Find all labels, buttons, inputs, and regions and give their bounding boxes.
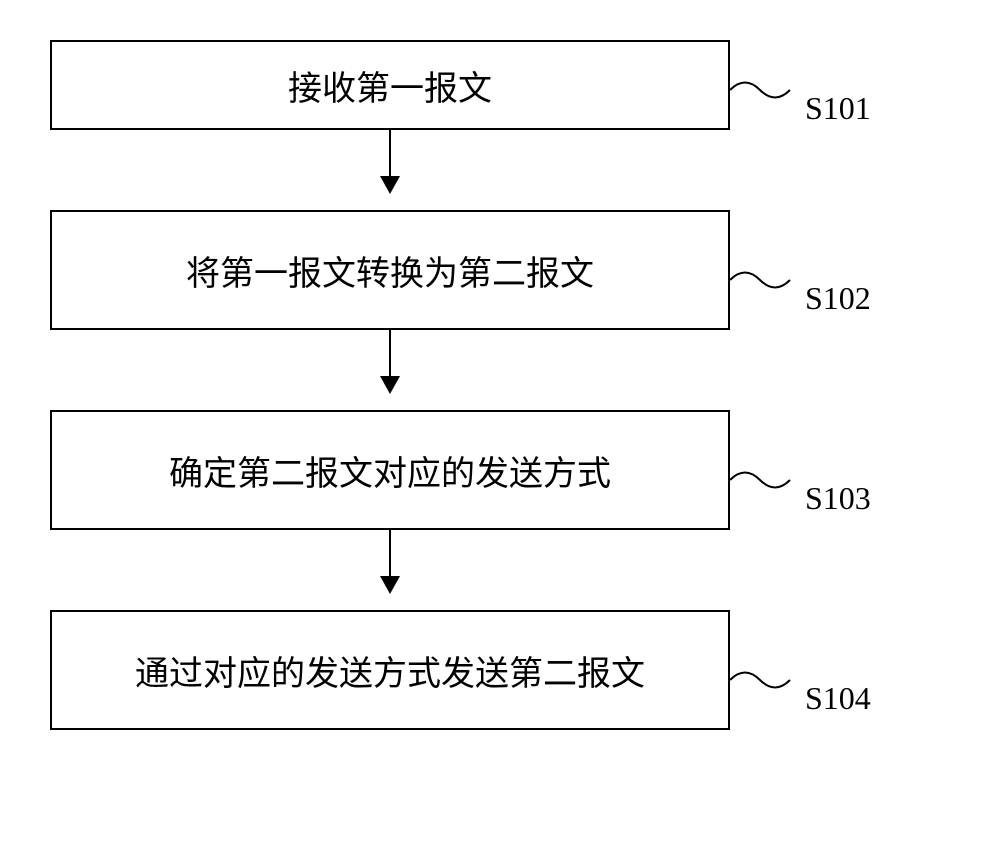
step-3-curve [730, 460, 810, 500]
step-3-text: 确定第二报文对应的发送方式 [169, 446, 611, 495]
step-2-text: 将第一报文转换为第二报文 [186, 246, 594, 295]
arrow-2 [50, 330, 730, 410]
step-1-box: 接收第一报文 [50, 40, 730, 130]
step-4-container: 通过对应的发送方式发送第二报文 S104 [50, 610, 950, 730]
step-3-label: S103 [805, 480, 871, 517]
step-1-text: 接收第一报文 [288, 61, 492, 110]
step-1-curve [730, 70, 810, 110]
step-3-container: 确定第二报文对应的发送方式 S103 [50, 410, 950, 530]
step-4-label: S104 [805, 680, 871, 717]
step-1-label: S101 [805, 90, 871, 127]
flowchart-container: 接收第一报文 S101 将第一报文转换为第二报文 S102 确定第二报文对应的发… [50, 40, 950, 730]
step-1-container: 接收第一报文 S101 [50, 40, 950, 130]
step-3-box: 确定第二报文对应的发送方式 [50, 410, 730, 530]
step-4-text: 通过对应的发送方式发送第二报文 [135, 646, 645, 695]
step-4-curve [730, 660, 810, 700]
step-2-label: S102 [805, 280, 871, 317]
step-2-box: 将第一报文转换为第二报文 [50, 210, 730, 330]
step-2-curve [730, 260, 810, 300]
step-2-container: 将第一报文转换为第二报文 S102 [50, 210, 950, 330]
arrow-3 [50, 530, 730, 610]
arrow-1 [50, 130, 730, 210]
step-4-box: 通过对应的发送方式发送第二报文 [50, 610, 730, 730]
